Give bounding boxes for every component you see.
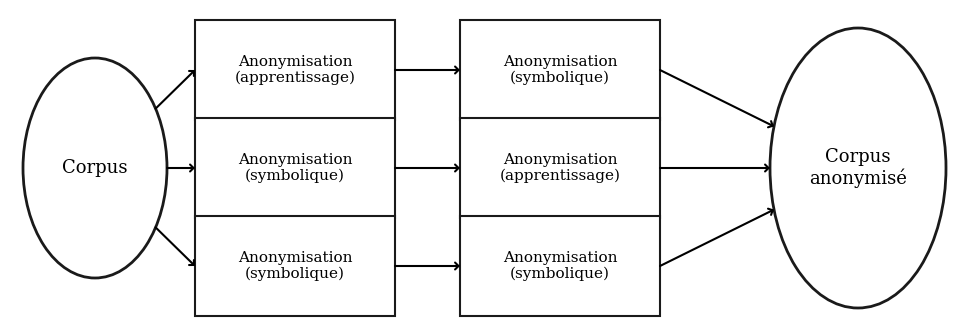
Text: Anonymisation
(symbolique): Anonymisation (symbolique) xyxy=(238,153,352,183)
Bar xyxy=(195,20,395,120)
Bar xyxy=(460,20,660,120)
Ellipse shape xyxy=(770,28,946,308)
Text: Anonymisation
(symbolique): Anonymisation (symbolique) xyxy=(502,55,618,85)
Text: Anonymisation
(symbolique): Anonymisation (symbolique) xyxy=(238,251,352,281)
Text: Corpus
anonymisé: Corpus anonymisé xyxy=(809,148,907,188)
Bar xyxy=(460,118,660,218)
Text: Corpus: Corpus xyxy=(62,159,128,177)
Bar xyxy=(195,118,395,218)
Ellipse shape xyxy=(23,58,167,278)
Bar xyxy=(460,216,660,316)
Bar xyxy=(195,216,395,316)
Text: Anonymisation
(apprentissage): Anonymisation (apprentissage) xyxy=(234,55,355,85)
Text: Anonymisation
(apprentissage): Anonymisation (apprentissage) xyxy=(499,153,620,183)
Text: Anonymisation
(symbolique): Anonymisation (symbolique) xyxy=(502,251,618,281)
